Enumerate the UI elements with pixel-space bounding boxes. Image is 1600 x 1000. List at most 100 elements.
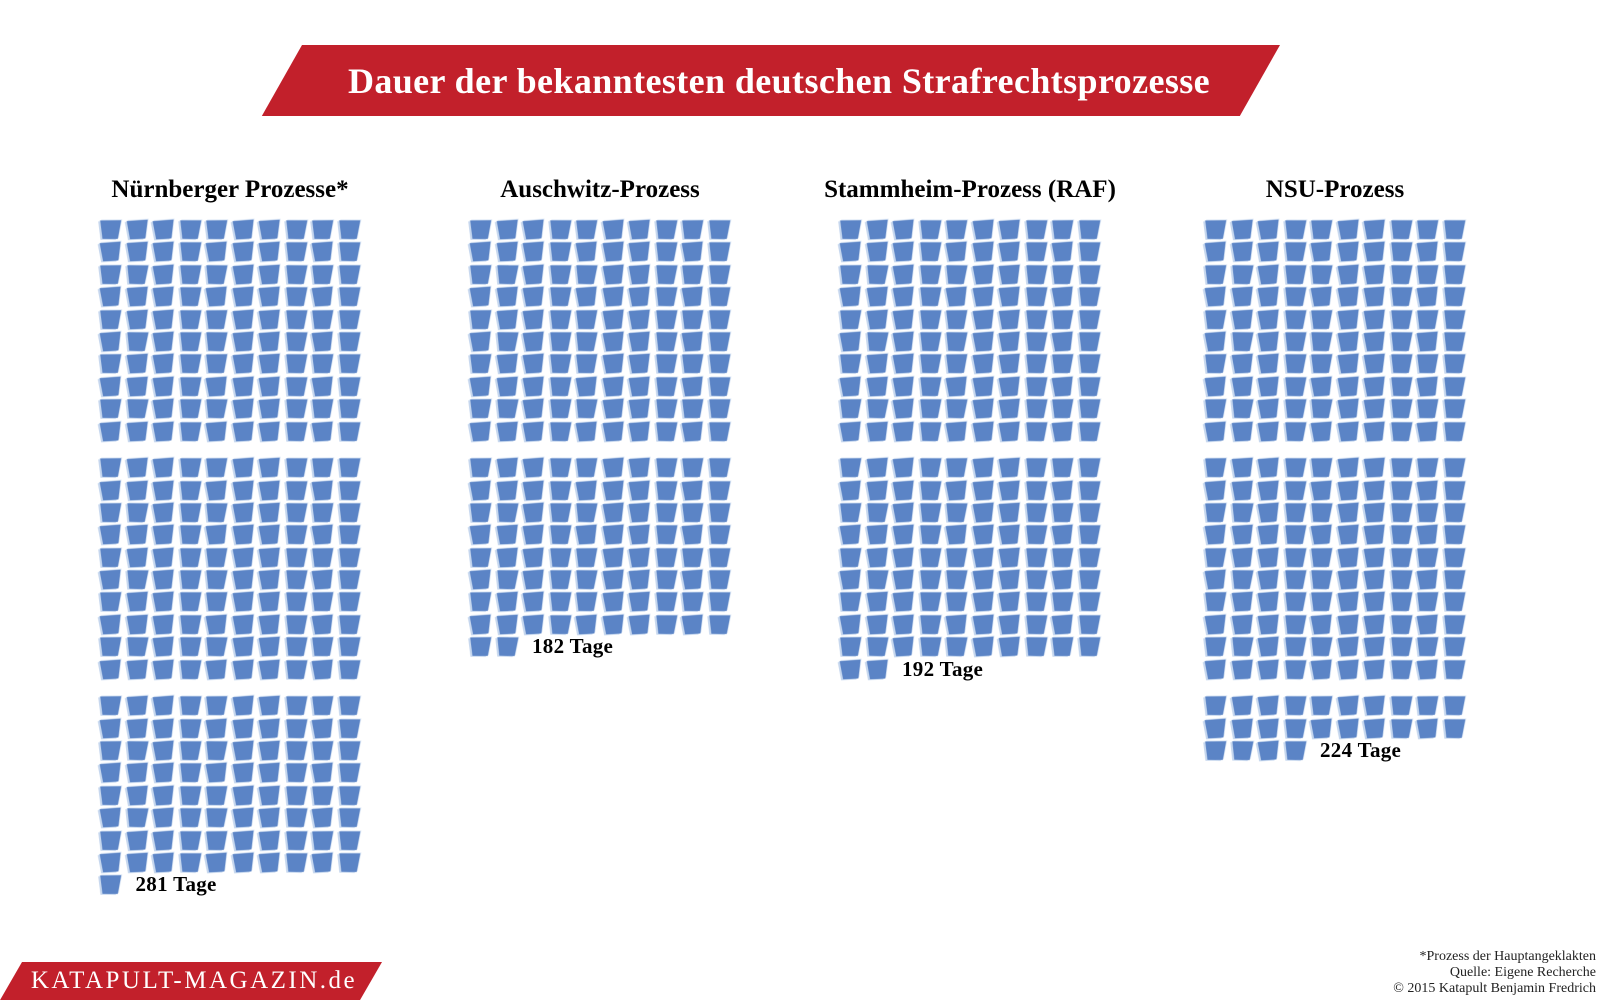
- day-icon: [1311, 220, 1332, 240]
- day-icon: [682, 614, 704, 634]
- day-icon: [999, 332, 1021, 352]
- day-icon: [232, 830, 254, 850]
- day-icon: [153, 637, 175, 657]
- day-icon: [312, 830, 333, 850]
- day-icon: [206, 332, 228, 352]
- day-icon: [893, 525, 915, 545]
- day-icon: [1258, 354, 1280, 374]
- day-icon: [999, 480, 1021, 500]
- day-icon: [312, 242, 334, 262]
- day-icon: [999, 637, 1021, 657]
- day-icon: [232, 614, 254, 634]
- day-icon: [1284, 287, 1306, 307]
- day-icon: [1205, 458, 1226, 478]
- day-icon: [1284, 399, 1306, 419]
- day-icon: [1364, 570, 1386, 590]
- day-icon: [1417, 421, 1439, 441]
- icon-row: [1205, 615, 1465, 634]
- day-icon: [972, 458, 994, 478]
- day-icon: [206, 786, 227, 806]
- icon-row: [840, 399, 1100, 418]
- day-icon: [312, 503, 333, 523]
- day-icon: [1078, 354, 1100, 374]
- day-icon: [153, 376, 175, 396]
- day-icon: [1443, 287, 1465, 307]
- day-icon: [629, 332, 651, 352]
- day-icon: [655, 614, 677, 634]
- day-icon: [866, 637, 888, 657]
- day-icon: [1364, 659, 1386, 679]
- day-icon: [549, 354, 571, 374]
- day-icon: [206, 287, 228, 307]
- icon-row: [840, 503, 1100, 522]
- day-icon: [576, 547, 597, 567]
- day-icon: [1205, 376, 1227, 396]
- day-icon: [840, 614, 862, 634]
- icon-row: [100, 220, 360, 239]
- day-icon: [126, 570, 148, 590]
- day-icon: [1284, 220, 1306, 240]
- pictogram-grid-nsu: 224 Tage: [1205, 220, 1465, 778]
- day-icon: [1284, 354, 1306, 374]
- icon-block: [840, 220, 1100, 441]
- day-icon: [682, 547, 703, 567]
- day-icon: [1364, 287, 1386, 307]
- day-icon: [232, 763, 254, 783]
- day-icon: [629, 503, 651, 523]
- day-icon: [100, 421, 122, 441]
- day-icon: [629, 354, 651, 374]
- day-icon: [523, 614, 545, 634]
- day-icon: [100, 503, 121, 523]
- day-icon: [655, 242, 677, 262]
- day-icon: [1284, 718, 1306, 738]
- day-icon: [338, 399, 360, 419]
- day-icon: [999, 287, 1021, 307]
- day-icon: [1205, 242, 1227, 262]
- day-icon: [523, 354, 545, 374]
- day-icon: [153, 696, 175, 716]
- day-icon: [259, 332, 281, 352]
- day-icon: [708, 309, 730, 329]
- day-icon: [1205, 332, 1227, 352]
- day-icon: [470, 287, 492, 307]
- icon-row: [100, 503, 360, 522]
- day-icon: [602, 525, 624, 545]
- day-icon: [523, 592, 545, 612]
- day-icon: [312, 309, 333, 329]
- day-icon: [946, 220, 967, 240]
- day-icon: [1052, 332, 1074, 352]
- day-icon: [153, 525, 175, 545]
- day-icon: [946, 264, 968, 284]
- day-icon: [1284, 547, 1306, 567]
- day-icon: [1390, 354, 1412, 374]
- day-icon: [259, 547, 281, 567]
- icon-row: [840, 242, 1100, 261]
- day-icon: [1417, 265, 1438, 285]
- icon-row: [1205, 660, 1465, 679]
- day-icon: [602, 592, 624, 612]
- day-icon: [179, 614, 201, 634]
- day-icon: [206, 763, 228, 783]
- icon-row: 192 Tage: [840, 657, 1100, 681]
- icon-row: [840, 377, 1100, 396]
- day-icon: [338, 614, 360, 634]
- day-icon: [1390, 220, 1412, 240]
- day-icon: [1443, 220, 1465, 240]
- day-icon: [126, 287, 148, 307]
- day-icon: [549, 264, 571, 284]
- icon-row: [100, 481, 360, 500]
- day-icon: [1337, 637, 1359, 657]
- icon-row: [100, 786, 360, 805]
- day-icon: [285, 659, 307, 679]
- day-icon: [1052, 570, 1074, 590]
- day-icon: [893, 570, 915, 590]
- day-icon: [1231, 637, 1253, 657]
- day-icon: [285, 525, 307, 545]
- day-icon: [338, 309, 360, 329]
- day-icon: [1284, 376, 1306, 396]
- day-icon: [470, 503, 491, 523]
- day-icon: [1025, 614, 1047, 634]
- day-icon: [1205, 525, 1227, 545]
- day-icon: [1078, 242, 1100, 262]
- day-icon: [655, 502, 677, 522]
